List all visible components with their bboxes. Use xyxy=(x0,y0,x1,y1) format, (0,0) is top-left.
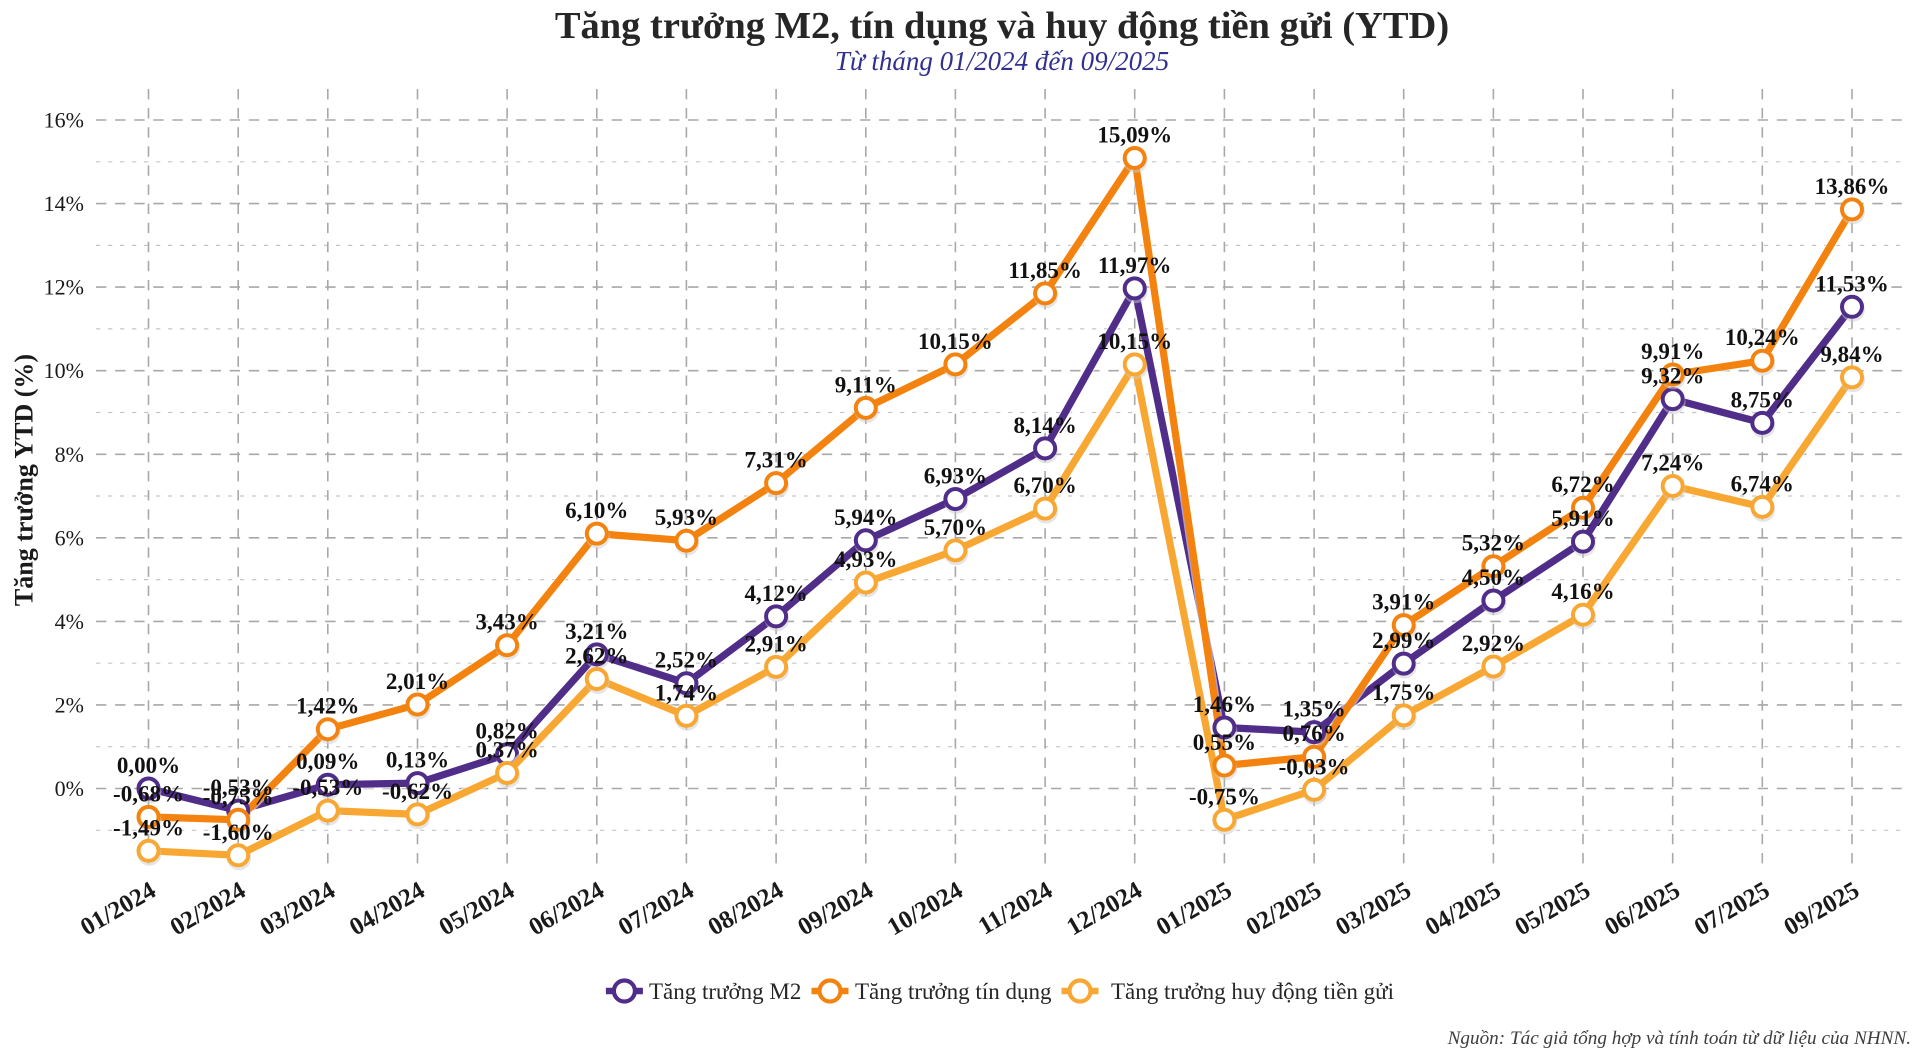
svg-text:0,82%: 0,82% xyxy=(475,719,538,744)
svg-text:5,70%: 5,70% xyxy=(924,515,987,540)
svg-text:14%: 14% xyxy=(44,191,84,216)
svg-text:2%: 2% xyxy=(55,692,84,717)
svg-text:12%: 12% xyxy=(44,275,84,300)
svg-text:Tăng trưởng huy động tiền gửi: Tăng trưởng huy động tiền gửi xyxy=(1111,979,1394,1004)
svg-text:5,94%: 5,94% xyxy=(834,505,897,530)
svg-text:Tăng trưởng M2: Tăng trưởng M2 xyxy=(649,979,801,1004)
svg-text:6%: 6% xyxy=(55,525,84,550)
svg-text:2,91%: 2,91% xyxy=(744,631,807,656)
svg-text:2,99%: 2,99% xyxy=(1372,628,1435,653)
svg-text:1,42%: 1,42% xyxy=(296,694,359,719)
svg-text:4,16%: 4,16% xyxy=(1551,579,1614,604)
svg-text:1,35%: 1,35% xyxy=(1282,697,1345,722)
svg-text:0,00%: 0,00% xyxy=(117,753,180,778)
svg-text:3,43%: 3,43% xyxy=(475,610,538,635)
svg-text:13,86%: 13,86% xyxy=(1815,174,1890,199)
svg-text:11,53%: 11,53% xyxy=(1815,271,1888,296)
svg-text:2,52%: 2,52% xyxy=(655,648,718,673)
svg-text:-0,62%: -0,62% xyxy=(382,779,453,804)
svg-text:-0,75%: -0,75% xyxy=(1189,784,1260,809)
svg-text:9,84%: 9,84% xyxy=(1820,342,1883,367)
svg-text:5,91%: 5,91% xyxy=(1551,506,1614,531)
svg-text:10%: 10% xyxy=(44,358,84,383)
svg-text:4,12%: 4,12% xyxy=(744,581,807,606)
svg-text:6,70%: 6,70% xyxy=(1013,473,1076,498)
svg-text:3,91%: 3,91% xyxy=(1372,590,1435,615)
svg-text:5,32%: 5,32% xyxy=(1462,531,1525,556)
svg-text:5,93%: 5,93% xyxy=(655,505,718,530)
svg-text:9,91%: 9,91% xyxy=(1641,339,1704,364)
svg-text:8,14%: 8,14% xyxy=(1013,413,1076,438)
svg-text:1,75%: 1,75% xyxy=(1372,680,1435,705)
svg-text:7,24%: 7,24% xyxy=(1641,451,1704,476)
svg-text:3,21%: 3,21% xyxy=(565,619,628,644)
svg-text:-0,75%: -0,75% xyxy=(203,784,274,809)
svg-text:7,31%: 7,31% xyxy=(744,448,807,473)
svg-text:8,75%: 8,75% xyxy=(1731,387,1794,412)
svg-text:4,50%: 4,50% xyxy=(1462,565,1525,590)
svg-text:0%: 0% xyxy=(55,776,84,801)
svg-text:0,76%: 0,76% xyxy=(1282,721,1345,746)
svg-text:1,74%: 1,74% xyxy=(655,680,718,705)
svg-text:9,32%: 9,32% xyxy=(1641,364,1704,389)
svg-text:2,62%: 2,62% xyxy=(565,644,628,669)
svg-text:2,92%: 2,92% xyxy=(1462,631,1525,656)
svg-text:15,09%: 15,09% xyxy=(1097,123,1172,148)
svg-text:2,01%: 2,01% xyxy=(386,669,449,694)
svg-text:-0,53%: -0,53% xyxy=(203,775,274,800)
svg-text:-0,03%: -0,03% xyxy=(1279,754,1350,779)
svg-text:0,37%: 0,37% xyxy=(475,738,538,763)
svg-text:6,93%: 6,93% xyxy=(924,464,987,489)
svg-text:4,93%: 4,93% xyxy=(834,547,897,572)
svg-text:0,55%: 0,55% xyxy=(1193,730,1256,755)
svg-text:Tăng trưởng tín dụng: Tăng trưởng tín dụng xyxy=(855,979,1052,1004)
svg-text:0,13%: 0,13% xyxy=(386,748,449,773)
svg-text:-0,53%: -0,53% xyxy=(292,775,363,800)
svg-text:6,10%: 6,10% xyxy=(565,498,628,523)
svg-text:-1,60%: -1,60% xyxy=(203,820,274,845)
svg-text:-0,68%: -0,68% xyxy=(113,781,184,806)
svg-text:0,09%: 0,09% xyxy=(296,749,359,774)
svg-text:1,46%: 1,46% xyxy=(1193,692,1256,717)
svg-text:4%: 4% xyxy=(55,609,84,634)
svg-text:-1,49%: -1,49% xyxy=(113,815,184,840)
svg-text:Tăng trưởng M2, tín dụng và hu: Tăng trưởng M2, tín dụng và huy động tiề… xyxy=(555,5,1449,47)
svg-text:Nguồn: Tác giả tổng hợp và tín: Nguồn: Tác giả tổng hợp và tính toán từ … xyxy=(1447,1028,1911,1049)
svg-text:10,24%: 10,24% xyxy=(1725,325,1800,350)
svg-text:10,15%: 10,15% xyxy=(918,329,993,354)
svg-text:11,97%: 11,97% xyxy=(1098,253,1171,278)
svg-text:9,11%: 9,11% xyxy=(835,372,897,397)
svg-text:10,15%: 10,15% xyxy=(1097,329,1172,354)
svg-text:8%: 8% xyxy=(55,442,84,467)
svg-text:Từ tháng 01/2024 đến 09/2025: Từ tháng 01/2024 đến 09/2025 xyxy=(835,46,1169,76)
svg-text:Tăng trưởng YTD (%): Tăng trưởng YTD (%) xyxy=(10,354,39,606)
svg-text:16%: 16% xyxy=(44,108,84,133)
svg-text:11,85%: 11,85% xyxy=(1008,258,1081,283)
svg-text:6,74%: 6,74% xyxy=(1731,471,1794,496)
svg-text:6,72%: 6,72% xyxy=(1551,472,1614,497)
